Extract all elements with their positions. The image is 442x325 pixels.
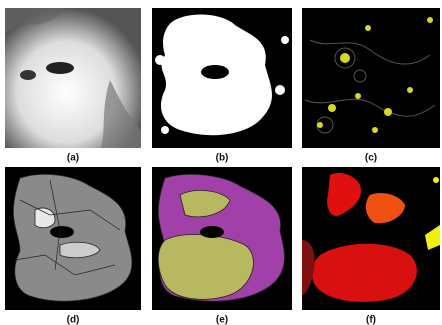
panel-d bbox=[5, 167, 141, 310]
panel-a bbox=[5, 8, 141, 148]
panel-c bbox=[302, 8, 440, 148]
panel-label: (e) bbox=[216, 315, 228, 325]
page: (a) (b) (c) (d) bbox=[0, 0, 442, 325]
figure: (a) (b) (c) (d) bbox=[0, 0, 442, 325]
panel-label: (f) bbox=[366, 315, 376, 325]
panel-b bbox=[152, 8, 292, 148]
panel-f bbox=[302, 167, 440, 310]
panel-label: (c) bbox=[365, 153, 377, 164]
panel-label: (d) bbox=[67, 315, 80, 325]
panel-label: (a) bbox=[67, 153, 79, 164]
panel-label: (b) bbox=[216, 153, 229, 164]
panel-e bbox=[152, 167, 292, 310]
